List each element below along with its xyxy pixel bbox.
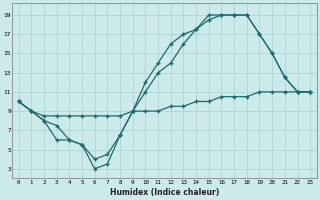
X-axis label: Humidex (Indice chaleur): Humidex (Indice chaleur) — [110, 188, 219, 197]
